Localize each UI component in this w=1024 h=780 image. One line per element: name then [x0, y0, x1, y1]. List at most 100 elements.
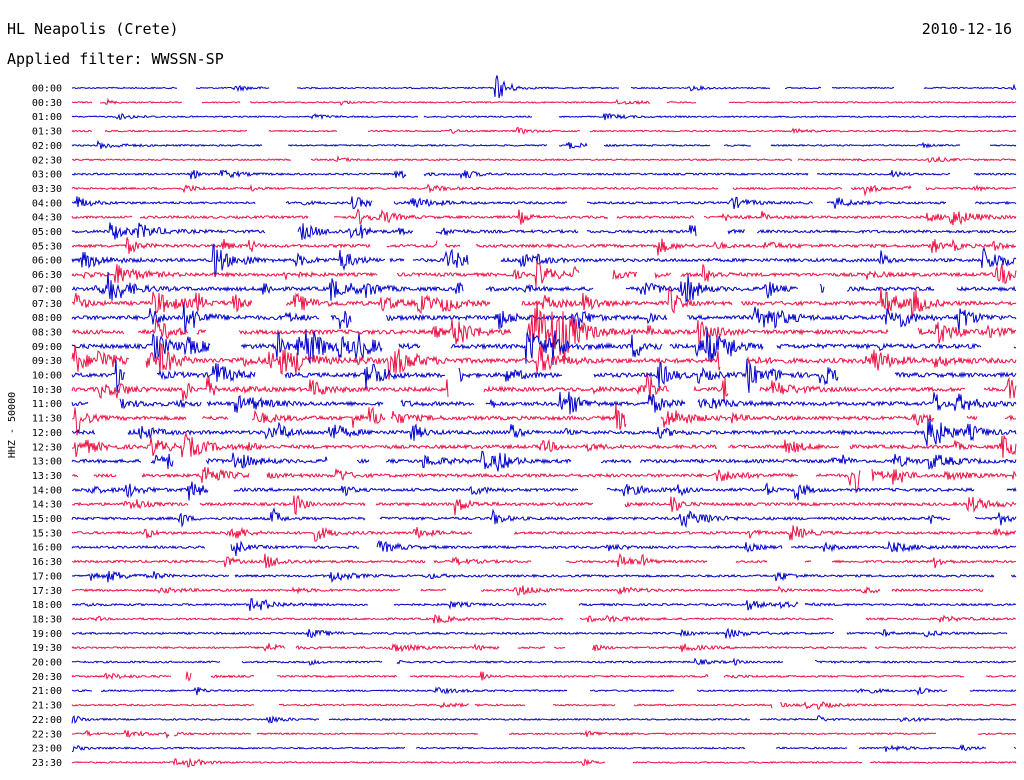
station-title: HL Neapolis (Crete): [7, 20, 179, 38]
row-time-label: 20:00: [32, 658, 62, 669]
row-time-label: 18:00: [32, 600, 62, 611]
row-time-label: 18:30: [32, 614, 62, 625]
row-time-label: 17:30: [32, 586, 62, 597]
trace-row: [71, 327, 1017, 366]
trace-row: [71, 686, 1017, 696]
row-time-label: 07:30: [32, 299, 62, 310]
trace-row: [71, 481, 1017, 501]
trace-row: [71, 729, 1017, 740]
row-time-label: 21:30: [32, 701, 62, 712]
row-time-label: 16:30: [32, 557, 62, 568]
row-time-label: 05:30: [32, 241, 62, 252]
trace-row: [71, 358, 1017, 393]
trace-row: [71, 744, 1017, 753]
row-time-label: 13:00: [32, 457, 62, 468]
row-time-label: 01:30: [32, 127, 62, 138]
row-time-label: 03:00: [32, 170, 62, 181]
trace-row: [71, 507, 1017, 529]
trace-row: [71, 208, 1017, 226]
row-time-label: 20:30: [32, 672, 62, 683]
row-time-label: 19:30: [32, 643, 62, 654]
row-time-label: 14:30: [32, 500, 62, 511]
trace-row: [71, 271, 1017, 303]
row-time-label: 07:00: [32, 284, 62, 295]
trace-row: [71, 627, 1008, 640]
row-time-label: 16:00: [32, 543, 62, 554]
trace-row: [71, 597, 1017, 611]
trace-row: [71, 671, 1017, 682]
row-time-label: 00:30: [32, 98, 62, 109]
row-time-label: 10:00: [32, 371, 62, 382]
trace-row: [71, 585, 984, 596]
row-time-label: 13:30: [32, 471, 62, 482]
row-time-label: 05:00: [32, 227, 62, 238]
row-time-label: 15:00: [32, 514, 62, 525]
row-time-label: 15:30: [32, 528, 62, 539]
trace-row: [71, 196, 1017, 210]
row-time-label: 06:30: [32, 270, 62, 281]
trace-row: [71, 570, 1017, 583]
trace-row: [71, 169, 1017, 180]
trace-row: [71, 373, 1017, 403]
row-time-label: 00:00: [32, 84, 62, 95]
row-time-label: 04:00: [32, 198, 62, 209]
trace-row: [71, 418, 1017, 447]
trace-row: [71, 342, 1017, 380]
trace-row: [71, 260, 1017, 287]
row-time-label: 08:30: [32, 327, 62, 338]
row-time-label: 12:00: [32, 428, 62, 439]
trace-row: [71, 642, 1017, 653]
trace-row: [71, 715, 1017, 725]
row-time-label: 22:00: [32, 715, 62, 726]
trace-row: [71, 494, 1017, 516]
trace-row: [71, 237, 1017, 256]
trace-row: [71, 222, 1017, 240]
trace-row: [71, 466, 1017, 494]
trace-row: [71, 113, 1016, 121]
row-time-label: 11:30: [32, 414, 62, 425]
row-time-label: 22:30: [32, 729, 62, 740]
trace-row: [71, 700, 1017, 710]
trace-row: [71, 403, 1017, 436]
row-time-label: 06:00: [32, 256, 62, 267]
row-time-label: 14:00: [32, 485, 62, 496]
trace-row: [71, 391, 1017, 415]
trace-row: [71, 243, 1017, 278]
trace-row: [71, 139, 1017, 150]
trace-row: [71, 97, 1017, 106]
trace-row: [71, 450, 1017, 472]
row-time-label: 09:00: [32, 342, 62, 353]
trace-row: [71, 431, 1017, 458]
row-time-label: 03:30: [32, 184, 62, 195]
row-time-label: 09:30: [32, 356, 62, 367]
row-time-label: 19:00: [32, 629, 62, 640]
row-time-label: 01:00: [32, 112, 62, 123]
record-date: 2010-12-16: [921, 20, 1012, 38]
trace-group: [71, 75, 1017, 768]
row-time-label: 17:00: [32, 571, 62, 582]
trace-row: [71, 539, 1017, 556]
row-time-label: 10:30: [32, 385, 62, 396]
trace-row: [72, 757, 1017, 768]
trace-row: [71, 287, 1017, 320]
row-time-label: 12:30: [32, 442, 62, 453]
time-labels: 00:00 00:30 01:00 01:30 02:00 02:30 03:00 03:30…: [32, 84, 62, 769]
row-time-label: 23:30: [32, 758, 62, 769]
trace-row: [71, 657, 1017, 666]
row-time-label: 02:00: [32, 141, 62, 152]
filter-label: Applied filter: WWSSN-SP: [7, 50, 224, 68]
row-time-label: 02:30: [32, 155, 62, 166]
trace-row: [71, 75, 1017, 99]
trace-row: [71, 183, 1016, 197]
y-axis-label: HHZ - 50000: [7, 392, 18, 458]
trace-row: [71, 553, 1017, 569]
row-time-label: 11:00: [32, 399, 62, 410]
row-time-label: 23:00: [32, 744, 62, 755]
row-time-label: 04:30: [32, 213, 62, 224]
trace-row: [71, 525, 1017, 542]
trace-row: [71, 302, 1017, 334]
row-time-label: 21:00: [32, 686, 62, 697]
trace-row: [71, 126, 1017, 135]
trace-row: [71, 613, 1017, 624]
